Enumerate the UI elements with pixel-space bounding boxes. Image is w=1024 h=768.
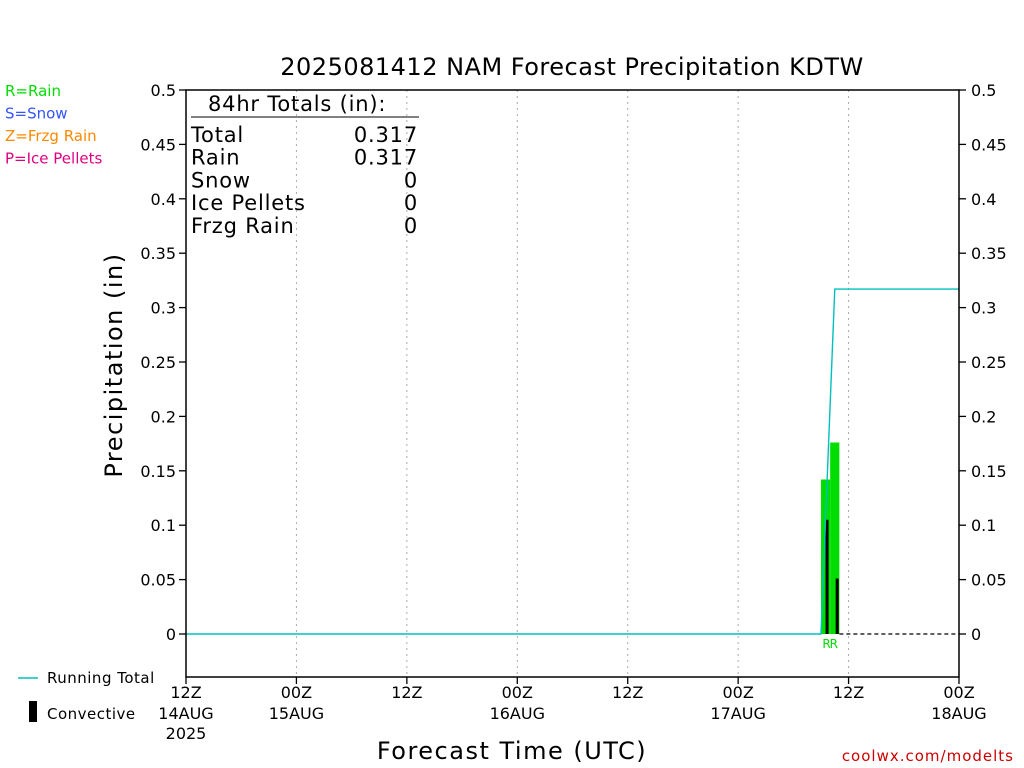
y-tick-label: 0.05 [140, 571, 176, 590]
totals-row-label: Frzg Rain [191, 214, 295, 238]
y-tick-label: 0.3 [151, 299, 176, 318]
chart-title: 2025081412 NAM Forecast Precipitation KD… [280, 53, 863, 81]
x-tick-label: 12Z [391, 683, 422, 702]
totals-header: 84hr Totals (in): [208, 92, 386, 116]
totals-box: 84hr Totals (in): Total 0.317 Rain 0.317 Snow… [190, 92, 419, 238]
x-tick-label: 00Z [502, 683, 533, 702]
convective-legend-swatch [29, 701, 37, 722]
x-tick-label: 12Z [833, 683, 864, 702]
x-tick-date-label: 16AUG [490, 704, 545, 723]
precip-type-marker: R [830, 637, 838, 651]
y-axis-label: Precipitation (in) [100, 252, 128, 477]
totals-row-value: 0.317 [354, 123, 418, 147]
convective-bar [835, 578, 839, 634]
y-tick-label: 0.45 [140, 135, 176, 154]
axes-layer: 0 00.05 0.050.1 0.10.15 0.150.2 0.20.25 0.250.… [140, 81, 1006, 743]
totals-row-label: Total [190, 123, 244, 147]
totals-row-value: 0 [404, 214, 418, 238]
x-tick-date-label: 15AUG [269, 704, 324, 723]
y-tick-label: 0.2 [151, 407, 176, 426]
precip-type-marker: R [822, 637, 830, 651]
x-tick-label: 00Z [943, 683, 974, 702]
x-tick-label: 00Z [722, 683, 753, 702]
y-tick-label: 0.4 [151, 190, 176, 209]
convective-bar [825, 519, 829, 634]
y-tick-label: 0 [166, 625, 176, 644]
x-tick-year-label: 2025 [166, 724, 207, 743]
credit-text: coolwx.com/modelts [842, 747, 1014, 765]
y-tick-label-right: 0.35 [971, 244, 1007, 263]
x-tick-label: 12Z [170, 683, 201, 702]
totals-row-label: Snow [191, 168, 251, 192]
y-tick-label-right: 0.2 [971, 407, 996, 426]
x-tick-date-label: 14AUG [158, 704, 213, 723]
totals-row-value: 0 [404, 191, 418, 215]
plot-frame [185, 89, 960, 678]
y-tick-label-right: 0.25 [971, 353, 1007, 372]
y-tick-label-right: 0.3 [971, 299, 996, 318]
running-total-line [186, 288, 959, 635]
y-tick-label: 0.35 [140, 244, 176, 263]
grid-lines [295, 90, 850, 677]
x-tick-date-label: 17AUG [710, 704, 765, 723]
legend-item: R=Rain [5, 82, 61, 100]
y-tick-label-right: 0.15 [971, 462, 1007, 481]
convective-legend-label: Convective [47, 705, 136, 723]
y-tick-label-right: 0 [971, 625, 981, 644]
bottom-legend: Running Total Convective [18, 669, 155, 723]
totals-row-label: Ice Pellets [191, 191, 306, 215]
y-tick-label: 0.5 [151, 81, 176, 100]
ptype-legend: R=Rain S=Snow Z=Frzg Rain P=Ice Pellets [5, 82, 102, 168]
totals-row-label: Rain [191, 146, 240, 170]
rain-bar [830, 442, 840, 634]
running-total-legend-label: Running Total [47, 669, 155, 687]
y-tick-label-right: 0.4 [971, 190, 996, 209]
lines-layer [186, 288, 959, 635]
legend-item: Z=Frzg Rain [5, 127, 97, 145]
totals-row-value: 0.317 [354, 146, 418, 170]
y-tick-label-right: 0.45 [971, 135, 1007, 154]
x-tick-date-label: 18AUG [931, 704, 986, 723]
y-tick-label-right: 0.05 [971, 571, 1007, 590]
y-tick-label: 0.15 [140, 462, 176, 481]
legend-item: S=Snow [5, 105, 68, 123]
legend-item: P=Ice Pellets [5, 150, 102, 168]
x-tick-label: 00Z [281, 683, 312, 702]
x-axis-label: Forecast Time (UTC) [377, 737, 647, 765]
y-tick-label: 0.1 [151, 516, 176, 535]
y-tick-label: 0.25 [140, 353, 176, 372]
totals-row-value: 0 [404, 168, 418, 192]
y-tick-label-right: 0.1 [971, 516, 996, 535]
y-tick-label-right: 0.5 [971, 81, 996, 100]
x-tick-label: 12Z [612, 683, 643, 702]
